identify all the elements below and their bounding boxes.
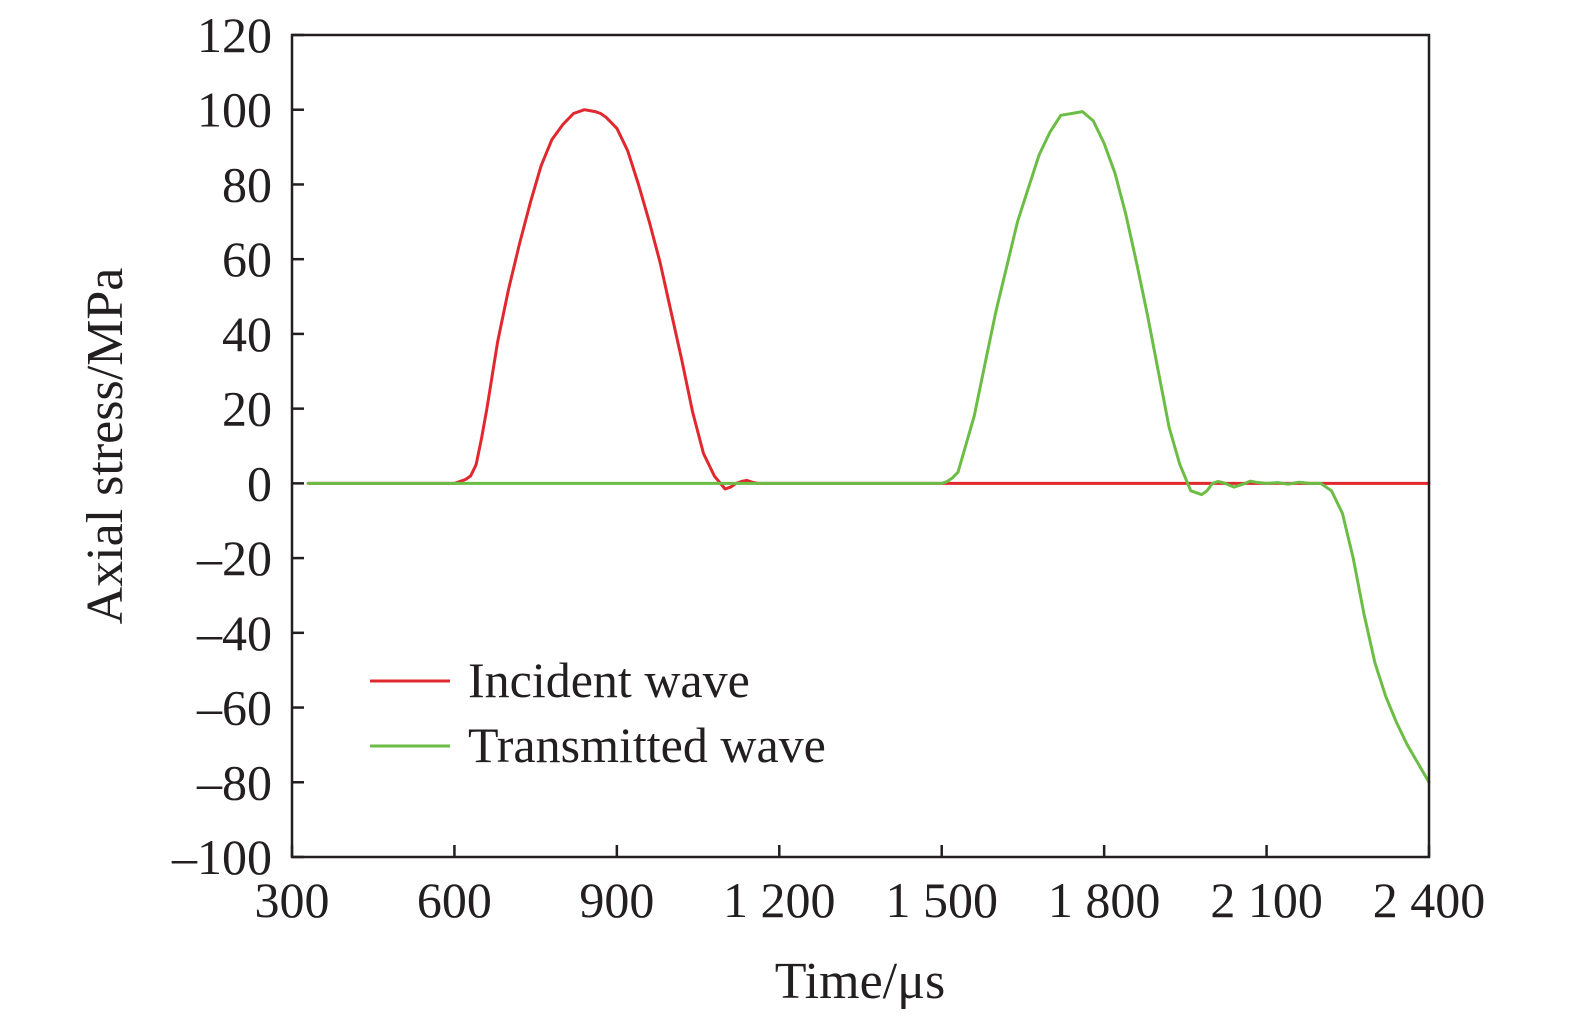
x-tick-label: 2 400 <box>1373 872 1486 928</box>
y-tick-label: 60 <box>222 231 272 287</box>
ticks <box>290 33 1431 859</box>
x-tick-label: 300 <box>255 872 330 928</box>
y-tick-label: –100 <box>171 829 272 885</box>
x-axis-title: Time/μs <box>775 953 945 1010</box>
x-tick-label: 2 100 <box>1210 872 1323 928</box>
y-tick-label: 100 <box>197 82 272 138</box>
x-tick-label: 600 <box>417 872 492 928</box>
y-tick-label: –40 <box>196 605 272 661</box>
y-tick-label: 0 <box>247 455 272 511</box>
y-tick-label: 120 <box>197 7 272 63</box>
y-tick-label: 40 <box>222 306 272 362</box>
y-tick-labels: –100 –80 –60 –40 –20 0 20 40 60 80 100 120 <box>171 7 272 885</box>
y-tick-label: 80 <box>222 156 272 212</box>
series-group <box>306 108 1431 784</box>
x-tick-label: 1 500 <box>885 872 998 928</box>
legend-label-transmitted-wave: Transmitted wave <box>468 717 826 773</box>
legend-label-incident-wave: Incident wave <box>468 652 750 708</box>
y-tick-label: –20 <box>196 530 272 586</box>
x-tick-label: 1 800 <box>1048 872 1161 928</box>
x-tick-labels: 300 600 900 1 200 1 500 1 800 2 100 2 400 <box>255 872 1486 928</box>
legend: Incident wave Transmitted wave <box>370 652 826 773</box>
y-axis-title: Axial stress/MPa <box>77 268 134 625</box>
x-tick-label: 1 200 <box>723 872 836 928</box>
plot-frame <box>290 33 1431 859</box>
y-tick-label: –80 <box>196 754 272 810</box>
series-line-transmitted-wave <box>306 110 1431 784</box>
y-tick-label: 20 <box>222 381 272 437</box>
series-line-incident-wave <box>306 108 1431 491</box>
x-tick-label: 900 <box>579 872 654 928</box>
y-tick-label: –60 <box>196 680 272 736</box>
